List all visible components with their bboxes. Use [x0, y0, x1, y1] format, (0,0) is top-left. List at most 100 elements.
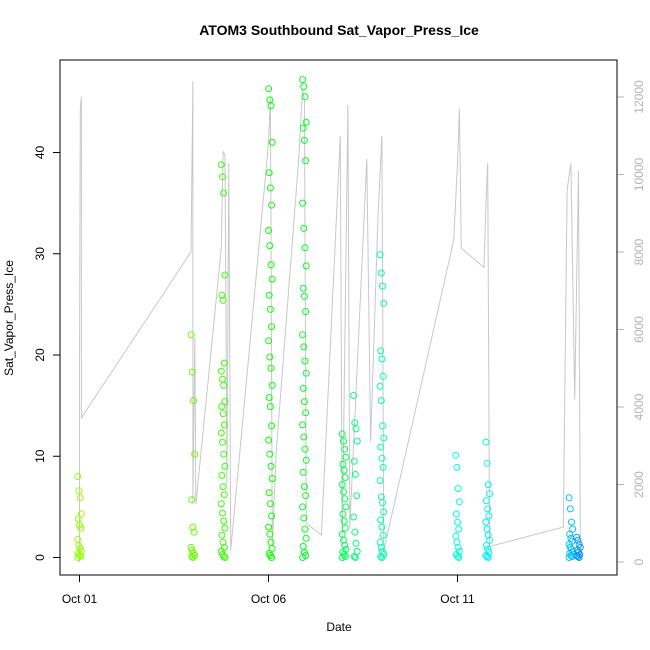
data-point [265, 523, 273, 531]
data-point [219, 438, 226, 446]
data-point [220, 421, 228, 429]
data-point [219, 375, 226, 383]
data-point [455, 525, 463, 533]
y2-tick-label: 8000 [632, 238, 646, 265]
data-point [266, 450, 274, 458]
data-point [191, 552, 199, 559]
data-point [221, 462, 229, 470]
data-point [300, 136, 308, 144]
y-tick-label: 0 [33, 554, 47, 561]
data-point [576, 551, 584, 558]
data-point [482, 518, 490, 526]
point-group [217, 161, 229, 561]
data-point [338, 430, 346, 438]
data-point [483, 459, 491, 467]
data-point [302, 308, 310, 315]
x-tick-label: Oct 01 [62, 592, 98, 606]
data-point [266, 353, 274, 361]
data-point [268, 138, 276, 146]
data-point [299, 421, 307, 429]
data-point [377, 543, 385, 551]
data-point [190, 528, 198, 536]
data-point [267, 462, 275, 470]
data-point [452, 451, 460, 459]
data-point [377, 347, 385, 355]
data-point [301, 357, 309, 365]
data-point [218, 291, 226, 299]
data-point [268, 544, 276, 552]
data-point [486, 490, 493, 498]
data-point [380, 299, 388, 307]
data-point [265, 337, 273, 345]
points-layer [74, 76, 584, 561]
data-point [299, 384, 307, 392]
data-point [221, 524, 229, 532]
data-point [74, 554, 82, 561]
data-point [266, 305, 274, 313]
y-tick-label: 10 [33, 449, 47, 463]
data-point [483, 553, 491, 560]
data-point [484, 554, 492, 561]
data-point [568, 518, 575, 526]
data-point [453, 463, 461, 471]
data-point [220, 381, 228, 389]
data-point [378, 454, 386, 462]
data-point [188, 496, 196, 504]
data-point [190, 397, 197, 405]
data-point [301, 244, 309, 252]
data-point [380, 508, 388, 516]
data-point [219, 509, 226, 517]
data-point [455, 498, 463, 506]
data-point [217, 429, 225, 437]
data-point [299, 331, 307, 339]
point-group [338, 430, 350, 561]
data-point [452, 510, 460, 518]
data-point [484, 481, 492, 489]
point-group [299, 76, 310, 561]
data-point [353, 492, 361, 500]
data-point [187, 331, 195, 339]
data-point [350, 553, 358, 560]
data-point [353, 437, 361, 445]
data-point [454, 553, 461, 560]
data-point [265, 394, 273, 401]
data-point [300, 514, 308, 522]
data-point [340, 536, 347, 544]
data-point [453, 538, 461, 546]
data-point [268, 381, 276, 389]
data-point [300, 398, 308, 406]
chart-title: ATOM3 Southbound Sat_Vapor_Press_Ice [199, 22, 479, 38]
data-point [299, 199, 307, 207]
data-point [340, 466, 348, 474]
data-point [353, 547, 361, 555]
data-point [191, 450, 199, 458]
data-point [376, 382, 384, 390]
data-point [341, 495, 349, 503]
data-point [299, 284, 307, 292]
data-point [74, 473, 82, 480]
data-point [351, 471, 359, 478]
data-point [484, 505, 492, 513]
data-point [268, 275, 276, 283]
data-point [566, 530, 574, 538]
data-point [268, 422, 276, 430]
data-point [268, 554, 276, 561]
data-point [220, 491, 228, 499]
data-point [575, 540, 583, 548]
data-point [218, 531, 226, 539]
data-point [221, 398, 229, 406]
point-group [482, 438, 493, 561]
data-point [341, 445, 349, 453]
data-point [77, 553, 85, 560]
data-point [299, 124, 307, 132]
data-point [266, 184, 274, 192]
data-point [485, 512, 493, 520]
data-point [77, 524, 85, 532]
data-point [265, 227, 273, 234]
data-point [265, 291, 273, 299]
data-point [483, 497, 490, 505]
data-point [265, 436, 273, 444]
data-point [454, 485, 462, 493]
data-point [352, 425, 360, 433]
data-point [302, 409, 310, 417]
